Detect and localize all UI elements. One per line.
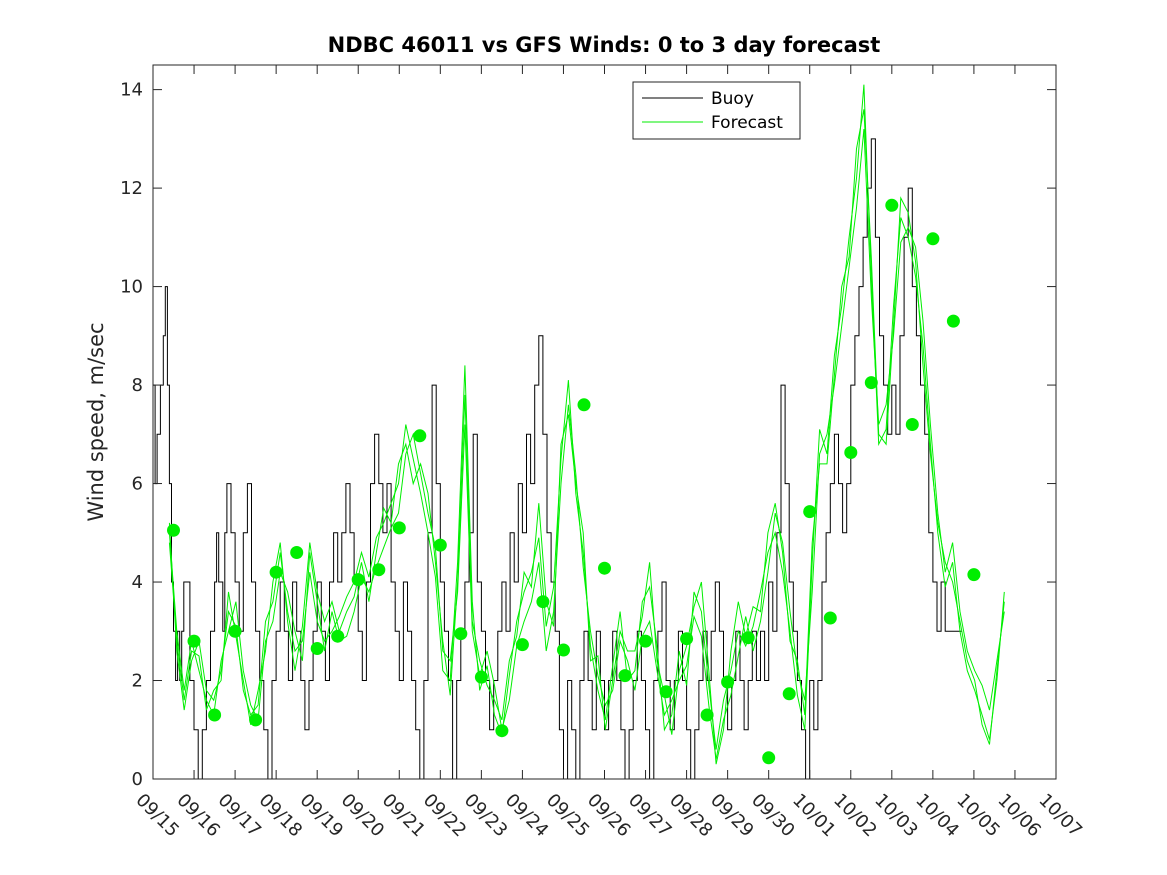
forecast-marker [782,687,796,701]
forecast-marker [721,675,735,689]
forecast-marker [413,429,427,443]
forecast-marker [351,573,365,587]
forecast-marker [331,629,345,643]
forecast-marker [598,561,611,575]
forecast-marker [741,631,755,645]
forecast-marker [618,669,632,683]
y-axis-label: Wind speed, m/sec [84,322,108,521]
forecast-marker [249,713,263,727]
forecast-marker [290,546,304,559]
forecast-marker [208,708,222,722]
forecast-marker [864,376,878,390]
forecast-series-line-3 [168,109,1005,765]
forecast-marker [474,670,488,684]
legend-label-forecast: Forecast [711,113,783,133]
chart-title: NDBC 46011 vs GFS Winds: 0 to 3 day fore… [328,33,881,57]
buoy-series-line [153,138,962,779]
forecast-marker [639,634,652,648]
y-tick-label: 6 [132,474,143,495]
forecast-marker [536,595,550,609]
forecast-marker [967,568,981,582]
forecast-marker [762,751,776,765]
forecast-marker [454,627,468,641]
forecast-marker [885,198,899,212]
y-tick-label: 12 [120,178,143,199]
forecast-marker [803,505,817,519]
forecast-marker [844,446,858,459]
forecast-marker [557,643,570,657]
forecast-marker [700,708,714,722]
forecast-marker [577,398,591,412]
forecast-marker [905,418,919,431]
y-tick-label: 0 [132,769,143,790]
forecast-marker [187,634,201,648]
legend-label-buoy: Buoy [711,89,754,109]
y-tick-label: 8 [132,375,143,396]
forecast-marker [926,232,940,246]
forecast-marker [659,685,673,699]
forecast-marker [495,724,509,738]
forecast-marker [372,563,386,577]
y-tick-label: 2 [132,671,143,692]
forecast-marker [392,521,406,535]
forecast-marker [823,611,837,625]
legend: Buoy Forecast [632,81,801,140]
plot-area [153,84,1005,779]
forecast-marker [269,565,283,579]
forecast-marker [228,624,242,638]
forecast-marker [515,638,529,652]
forecast-marker [167,523,180,537]
y-tick-label: 14 [120,80,143,101]
legend-box [632,81,801,140]
forecast-marker [310,642,324,655]
forecast-marker [946,314,960,328]
y-tick-label: 10 [120,277,143,298]
forecast-marker [433,538,447,552]
forecast-marker [680,632,694,646]
y-tick-label: 4 [132,572,143,593]
